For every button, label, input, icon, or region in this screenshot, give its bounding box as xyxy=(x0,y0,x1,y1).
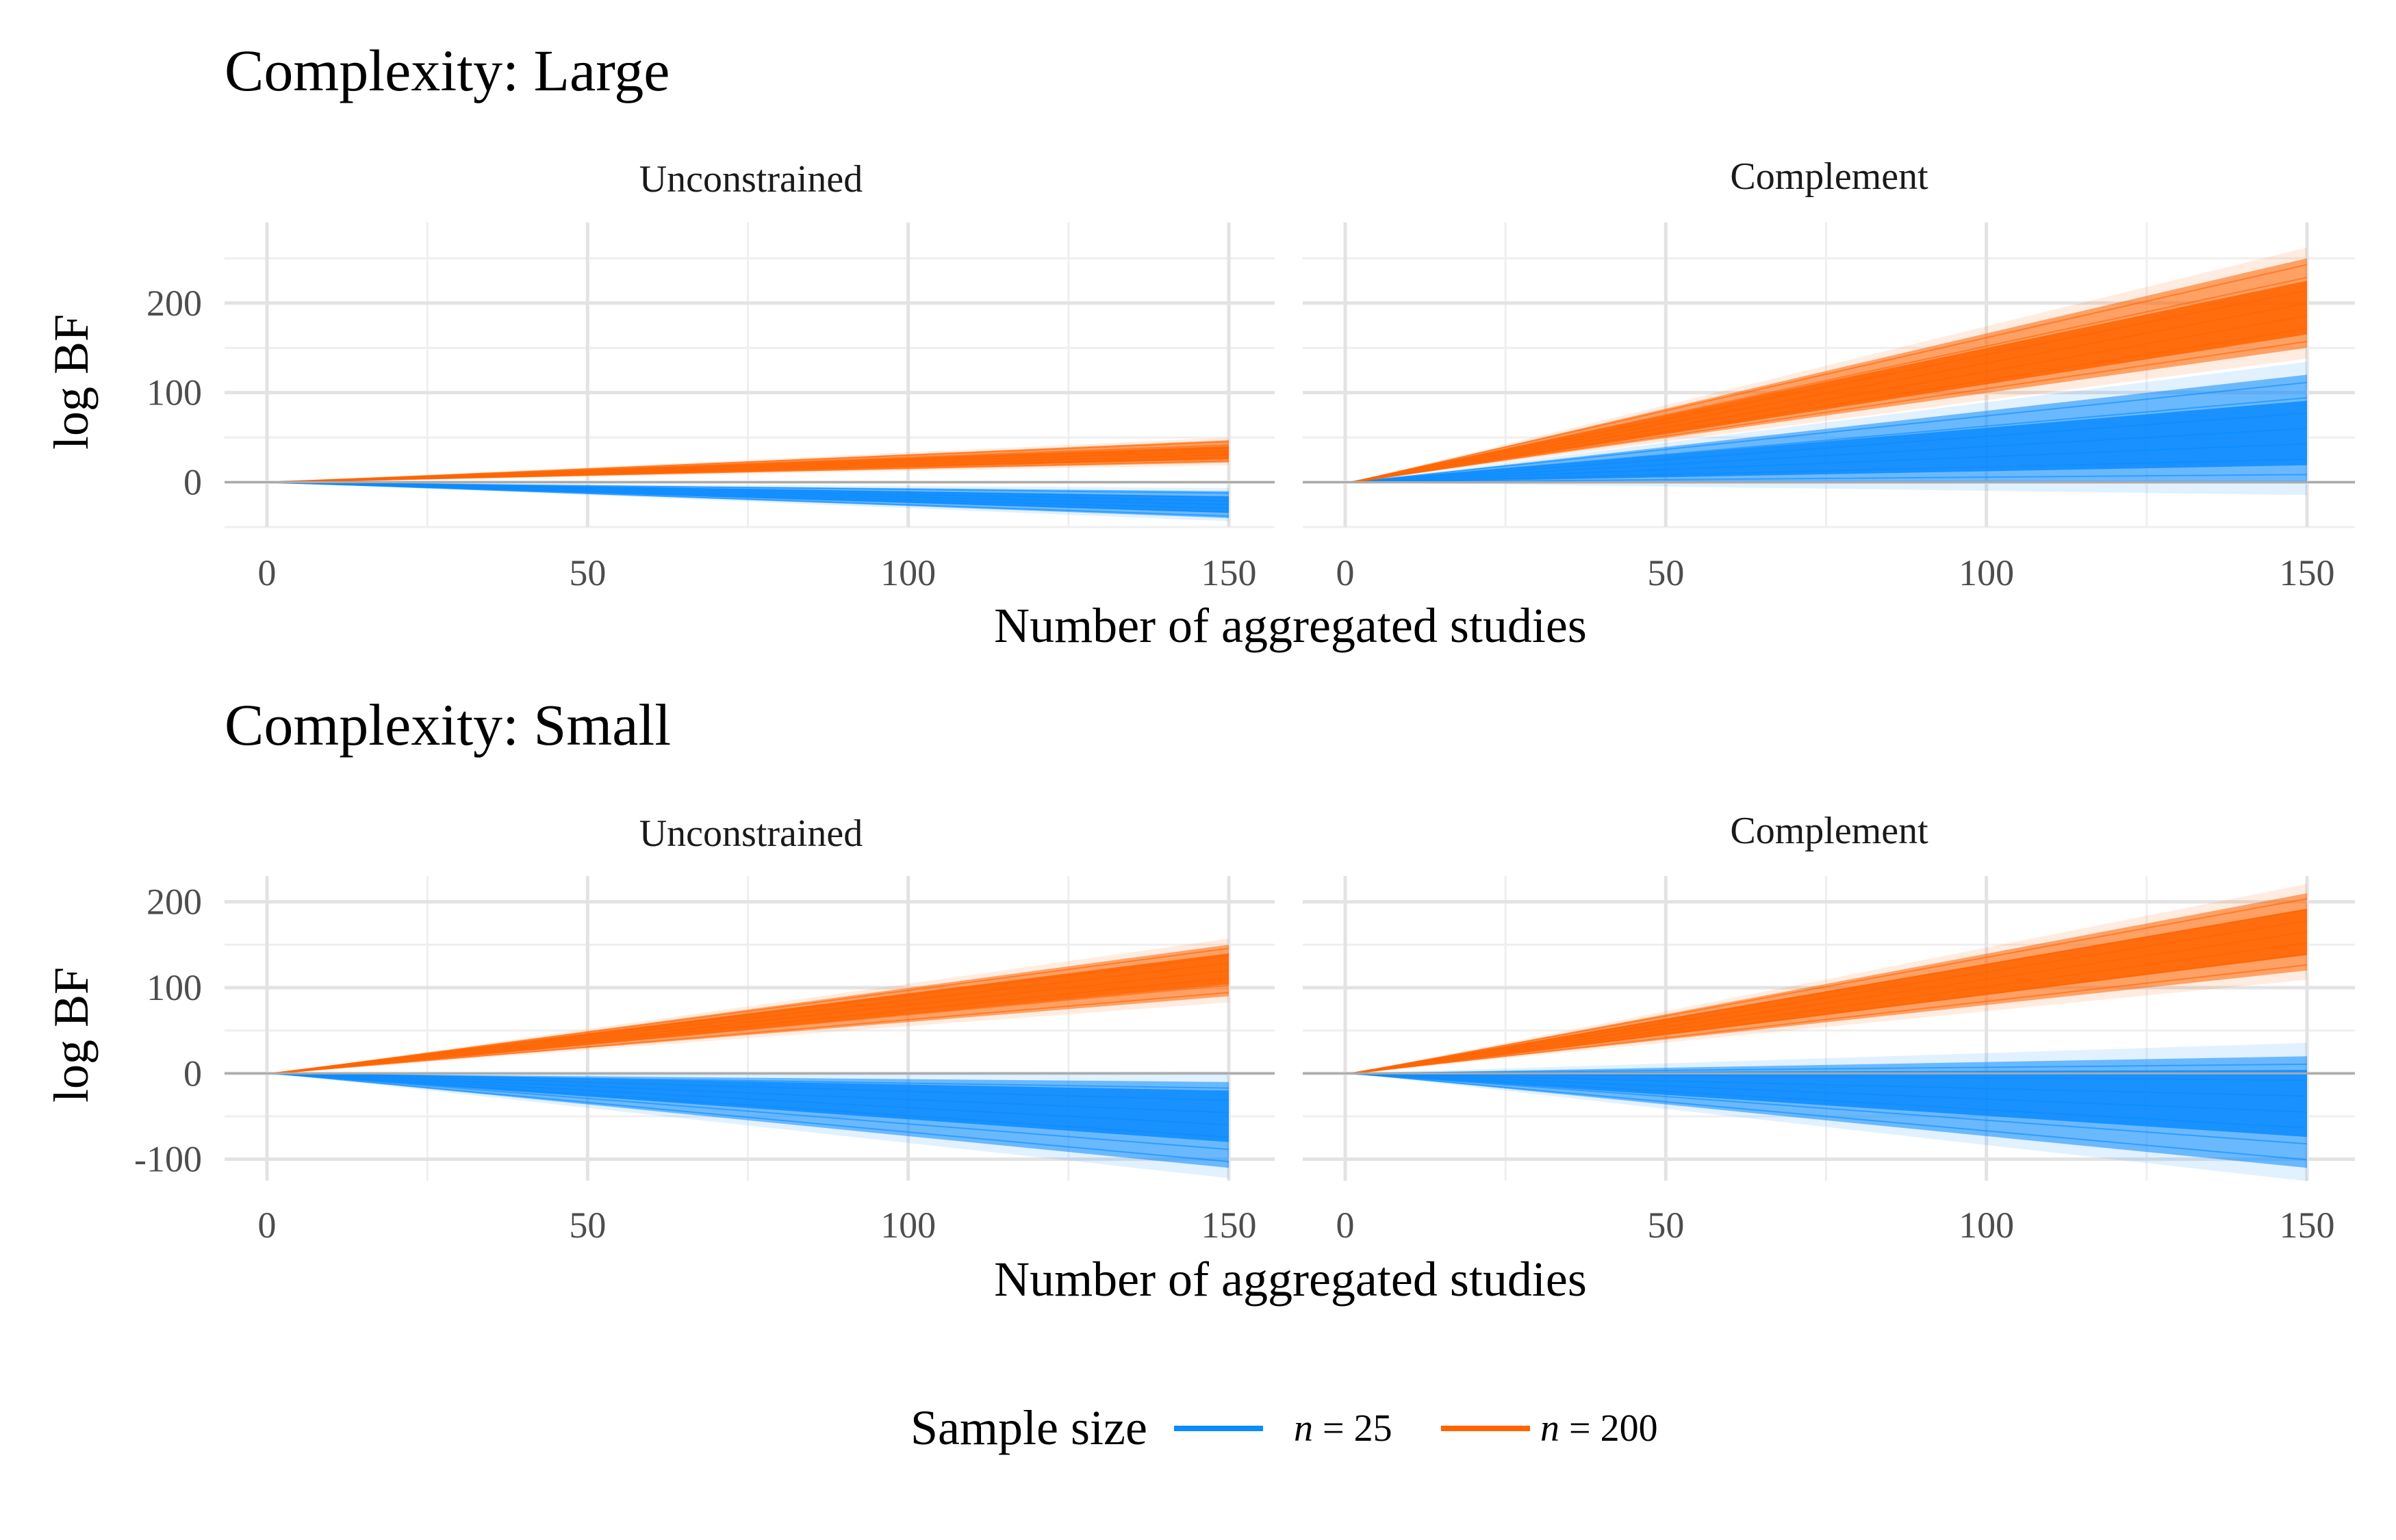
trajectory-line-n200 xyxy=(1351,964,2308,1075)
trajectory-line-n25 xyxy=(273,1073,1229,1101)
trajectory-line-n25 xyxy=(1351,443,2308,483)
band-n200 xyxy=(1351,893,2307,1074)
trajectory-line-n200 xyxy=(273,969,1229,1075)
trajectory-line-n200 xyxy=(1351,953,2308,1075)
facet-strip-large-unconstrained: Unconstrained xyxy=(639,158,863,201)
trajectory-line-n25 xyxy=(273,1073,1229,1126)
band-halo-n200 xyxy=(273,938,1229,1074)
chart-title-large: Complexity: Large xyxy=(225,38,670,103)
trajectory-line-n25 xyxy=(1351,1073,2308,1129)
trajectory-line-n200 xyxy=(273,984,1229,1075)
trajectory-line-n200 xyxy=(1351,290,2308,483)
panel-large-unconstrained: 0 50 100 150 xyxy=(225,222,1275,593)
x-tick-label-small-complement: 100 xyxy=(1959,1205,2014,1246)
trajectory-line-n200 xyxy=(1351,340,2308,483)
trajectory-line-n25 xyxy=(273,1073,1229,1114)
band-n25 xyxy=(273,482,1229,518)
trajectory-line-n25 xyxy=(273,1073,1229,1138)
chart-title-small: Complexity: Small xyxy=(225,692,671,758)
legend-label-n25: n = 25 xyxy=(1294,1407,1392,1450)
trajectory-line-n25 xyxy=(1351,428,2308,483)
trajectory-line-n25 xyxy=(1351,381,2308,483)
trajectory-line-n200 xyxy=(1351,315,2308,483)
x-tick-label-small-unconstrained: 100 xyxy=(880,1205,936,1246)
x-tick-label-small-complement: 0 xyxy=(1336,1205,1355,1246)
legend: Sample size n = 25 n = 200 xyxy=(910,1400,1658,1455)
facet-strip-small-unconstrained: Unconstrained xyxy=(639,812,863,855)
trajectory-line-n200 xyxy=(1351,898,2308,1075)
trajectory-line-n200 xyxy=(1351,302,2308,483)
trajectory-line-n25 xyxy=(273,1073,1229,1163)
legend-title: Sample size xyxy=(910,1400,1147,1455)
x-tick-label-large-unconstrained: 150 xyxy=(1201,552,1257,593)
plot-group-small: -100 0 100 200 0 50 100 150 0 50 100 150 xyxy=(134,876,2355,1246)
plot-group-large: 0 100 200 0 50 100 150 0 50 100 150 xyxy=(146,222,2355,593)
panel-small-complement: 0 50 100 150 xyxy=(1303,876,2355,1246)
panel-small-unconstrained: 0 50 100 150 xyxy=(225,876,1275,1246)
trajectory-line-n200 xyxy=(1351,909,2308,1075)
y-axis-title-large: log BF xyxy=(44,314,99,450)
x-axis-title-large: Number of aggregated studies xyxy=(994,598,1587,653)
x-tick-label-small-unconstrained: 150 xyxy=(1201,1205,1257,1246)
trajectory-line-n25 xyxy=(1351,1073,2308,1145)
x-tick-label-large-unconstrained: 100 xyxy=(880,552,936,593)
band-halo-n200 xyxy=(1351,247,2307,483)
trajectory-line-n25 xyxy=(1351,458,2308,483)
trajectory-line-n25 xyxy=(1351,1073,2308,1113)
trajectory-line-n25 xyxy=(1351,412,2308,483)
band-core-n200 xyxy=(1351,281,2307,483)
trajectory-line-n200 xyxy=(273,947,1229,1075)
x-tick-label-small-unconstrained: 0 xyxy=(258,1205,277,1246)
band-halo-n200 xyxy=(1351,884,2307,1074)
trajectory-line-n200 xyxy=(273,955,1229,1075)
trajectory-line-n200 xyxy=(1351,920,2308,1075)
x-tick-label-large-complement: 0 xyxy=(1336,552,1355,593)
band-core-n25 xyxy=(1351,400,2307,483)
band-halo-n200 xyxy=(273,437,1229,483)
y-tick-label-small: 100 xyxy=(146,967,202,1008)
trajectory-line-n25 xyxy=(1351,1073,2308,1081)
trajectory-line-n25 xyxy=(1351,474,2308,483)
facet-strip-small-complement: Complement xyxy=(1730,810,1928,852)
legend-label-n200: n = 200 xyxy=(1540,1407,1658,1450)
trajectory-line-n200 xyxy=(273,962,1229,1075)
y-tick-label-large: 200 xyxy=(146,283,202,324)
facet-strip-large-complement: Complement xyxy=(1730,155,1928,198)
y-axis-title-small: log BF xyxy=(44,967,99,1103)
y-tick-label-large: 0 xyxy=(183,462,202,503)
x-tick-label-small-complement: 150 xyxy=(2280,1205,2335,1246)
y-tick-label-small: 0 xyxy=(183,1053,202,1094)
trajectory-line-n200 xyxy=(273,992,1229,1075)
x-tick-label-large-unconstrained: 50 xyxy=(569,552,606,593)
y-tick-label-large: 100 xyxy=(146,372,202,413)
trajectory-line-n25 xyxy=(1351,1063,2308,1075)
x-tick-label-small-complement: 50 xyxy=(1647,1205,1684,1246)
trajectory-line-n200 xyxy=(273,441,1229,483)
trajectory-line-n200 xyxy=(1351,328,2308,483)
y-tick-label-small: 200 xyxy=(146,882,202,923)
x-tick-label-large-complement: 50 xyxy=(1647,552,1684,593)
trajectory-line-n25 xyxy=(273,481,1229,494)
x-tick-label-large-complement: 150 xyxy=(2280,552,2335,593)
trajectory-line-n200 xyxy=(273,977,1229,1075)
y-tick-label-small: -100 xyxy=(134,1139,202,1180)
trajectory-line-n25 xyxy=(1351,1073,2308,1161)
trajectory-line-n25 xyxy=(1351,1073,2308,1097)
trajectory-line-n25 xyxy=(1351,397,2308,483)
trajectory-line-n200 xyxy=(1351,264,2308,483)
trajectory-line-n200 xyxy=(1351,931,2308,1075)
band-n200 xyxy=(273,945,1229,1074)
trajectory-line-n200 xyxy=(1351,277,2308,483)
panel-large-complement: 0 50 100 150 xyxy=(1303,222,2355,593)
x-tick-label-small-unconstrained: 50 xyxy=(569,1205,606,1246)
x-tick-label-large-unconstrained: 0 xyxy=(258,552,277,593)
band-n200 xyxy=(1351,258,2307,483)
x-tick-label-large-complement: 100 xyxy=(1959,552,2014,593)
trajectory-line-n25 xyxy=(273,1073,1229,1151)
x-axis-title-small: Number of aggregated studies xyxy=(994,1252,1587,1307)
trajectory-line-n25 xyxy=(273,1073,1229,1089)
trajectory-line-n200 xyxy=(1351,942,2308,1075)
